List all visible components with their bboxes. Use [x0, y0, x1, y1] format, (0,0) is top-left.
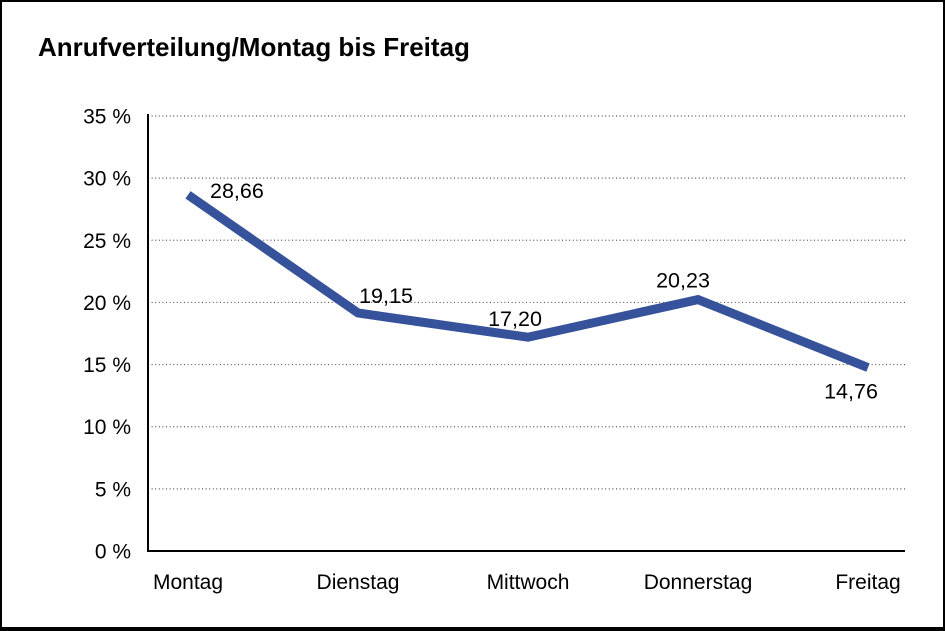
- data-value-label: 28,66: [210, 179, 264, 203]
- y-tick-label: 15 %: [83, 354, 131, 377]
- y-tick-label: 20 %: [83, 292, 131, 315]
- y-tick-label: 0 %: [95, 541, 131, 564]
- chart-title: Anrufverteilung/Montag bis Freitag: [38, 32, 470, 62]
- y-tick-label: 30 %: [83, 168, 131, 191]
- y-tick-label: 10 %: [83, 416, 131, 439]
- data-value-label: 14,76: [824, 380, 878, 404]
- data-value-label: 20,23: [656, 269, 710, 293]
- x-category-label: Dienstag: [317, 571, 400, 594]
- y-tick-label: 25 %: [83, 230, 131, 253]
- data-value-label: 19,15: [359, 284, 413, 308]
- y-tick-label: 35 %: [83, 106, 131, 129]
- x-category-label: Mittwoch: [487, 571, 570, 594]
- y-tick-label: 5 %: [95, 478, 131, 501]
- x-category-label: Montag: [153, 571, 223, 594]
- x-category-label: Freitag: [835, 571, 900, 594]
- data-value-label: 17,20: [488, 307, 542, 331]
- x-category-label: Donnerstag: [644, 571, 753, 594]
- series-line: [185, 191, 870, 372]
